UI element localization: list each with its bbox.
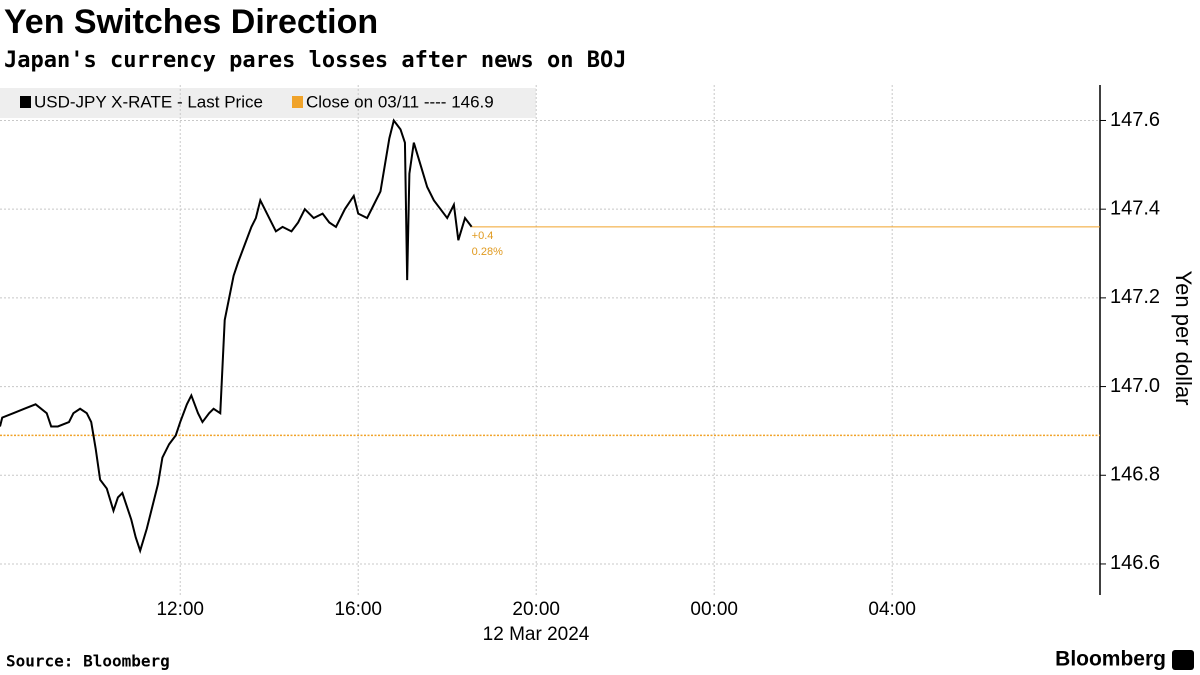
x-tick-label: 12:00	[156, 599, 204, 620]
y-tick-label: 146.6	[1110, 552, 1160, 574]
legend-label: USD-JPY X-RATE - Last Price	[34, 92, 263, 111]
source: Source: Bloomberg	[6, 652, 170, 671]
y-tick-label: 146.8	[1110, 464, 1160, 486]
legend-swatch	[20, 96, 31, 108]
legend-box	[0, 88, 536, 118]
chart-subtitle: Japan's currency pares losses after news…	[4, 48, 627, 73]
y-tick-label: 147.4	[1110, 197, 1160, 219]
brand-icon	[1172, 650, 1194, 670]
change-annotation: +0.4	[472, 230, 494, 242]
y-axis-label: Yen per dollar	[1171, 271, 1196, 406]
date-label: 12 Mar 2024	[483, 624, 590, 645]
y-tick-label: 147.0	[1110, 375, 1160, 397]
y-tick-label: 147.6	[1110, 109, 1160, 131]
change-annotation: 0.28%	[472, 246, 503, 258]
chart-title: Yen Switches Direction	[4, 3, 378, 41]
legend-swatch	[292, 96, 303, 108]
price-line	[0, 118, 473, 554]
brand: Bloomberg	[1055, 648, 1166, 671]
x-tick-label: 00:00	[690, 599, 738, 620]
legend-label: Close on 03/11 ---- 146.9	[306, 92, 494, 111]
x-tick-label: 04:00	[868, 599, 916, 620]
y-tick-label: 147.2	[1110, 286, 1160, 308]
x-tick-label: 20:00	[512, 599, 560, 620]
x-tick-label: 16:00	[334, 599, 382, 620]
